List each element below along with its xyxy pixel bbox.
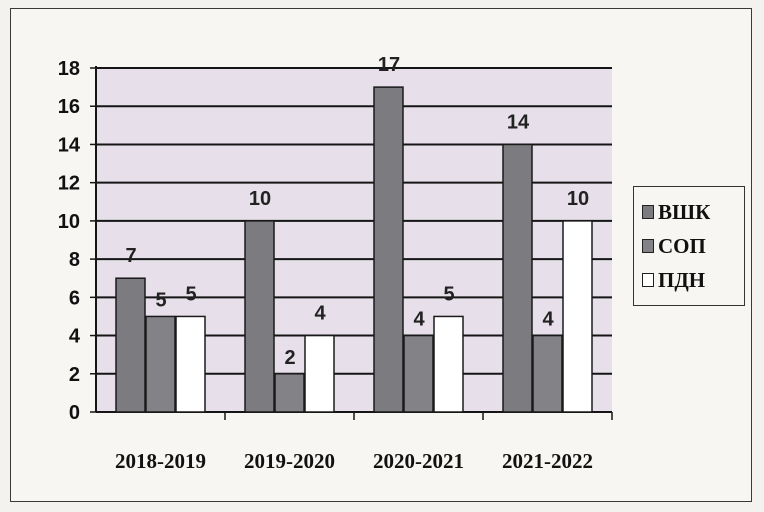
data-label: 5	[185, 283, 196, 305]
y-tick-label: 10	[58, 211, 80, 233]
data-label: 4	[542, 309, 554, 331]
y-tick-label: 4	[69, 326, 81, 348]
legend: ВШК СОП ПДН	[633, 186, 745, 306]
data-label: 2	[284, 347, 295, 369]
legend-label-sop: СОП	[658, 233, 706, 258]
bar	[274, 373, 305, 413]
legend-label-pdn: ПДН	[658, 267, 706, 292]
y-tick-label: 14	[58, 134, 81, 156]
x-tick-label: 2021-2022	[502, 449, 593, 473]
bar	[373, 86, 404, 413]
bar	[433, 315, 464, 413]
bar	[304, 334, 335, 413]
bar	[502, 143, 533, 413]
x-tick-label: 2020-2021	[373, 449, 464, 473]
data-label: 4	[314, 303, 326, 325]
x-tick-label: 2018-2019	[115, 449, 206, 473]
y-tick-label: 2	[69, 364, 80, 386]
bar	[175, 315, 206, 413]
bar	[562, 220, 593, 413]
y-tick-label: 12	[58, 173, 80, 195]
bar	[532, 334, 563, 413]
legend-swatch-pdn	[642, 273, 654, 287]
legend-item-sop: СОП	[642, 229, 744, 263]
data-label: 7	[125, 245, 136, 267]
y-tick-label: 6	[69, 287, 80, 309]
y-tick-label: 16	[58, 96, 80, 118]
y-tick-label: 0	[69, 402, 80, 424]
legend-label-vshk: ВШК	[658, 199, 711, 224]
data-label: 4	[413, 309, 425, 331]
legend-item-pdn: ПДН	[642, 263, 744, 297]
legend-swatch-sop	[642, 239, 654, 253]
y-tick-label: 18	[58, 58, 80, 80]
bar	[244, 220, 275, 413]
legend-swatch-vshk	[642, 205, 654, 219]
bar	[403, 334, 434, 413]
data-label: 5	[443, 283, 454, 305]
bar	[115, 277, 146, 413]
data-label: 10	[249, 188, 271, 210]
data-label: 10	[567, 188, 589, 210]
bar	[145, 315, 176, 413]
x-tick-label: 2019-2020	[244, 449, 335, 473]
data-label: 14	[507, 111, 530, 133]
y-tick-label: 8	[69, 249, 80, 271]
data-label: 17	[378, 54, 400, 76]
data-label: 5	[155, 289, 166, 311]
legend-item-vshk: ВШК	[642, 195, 744, 229]
